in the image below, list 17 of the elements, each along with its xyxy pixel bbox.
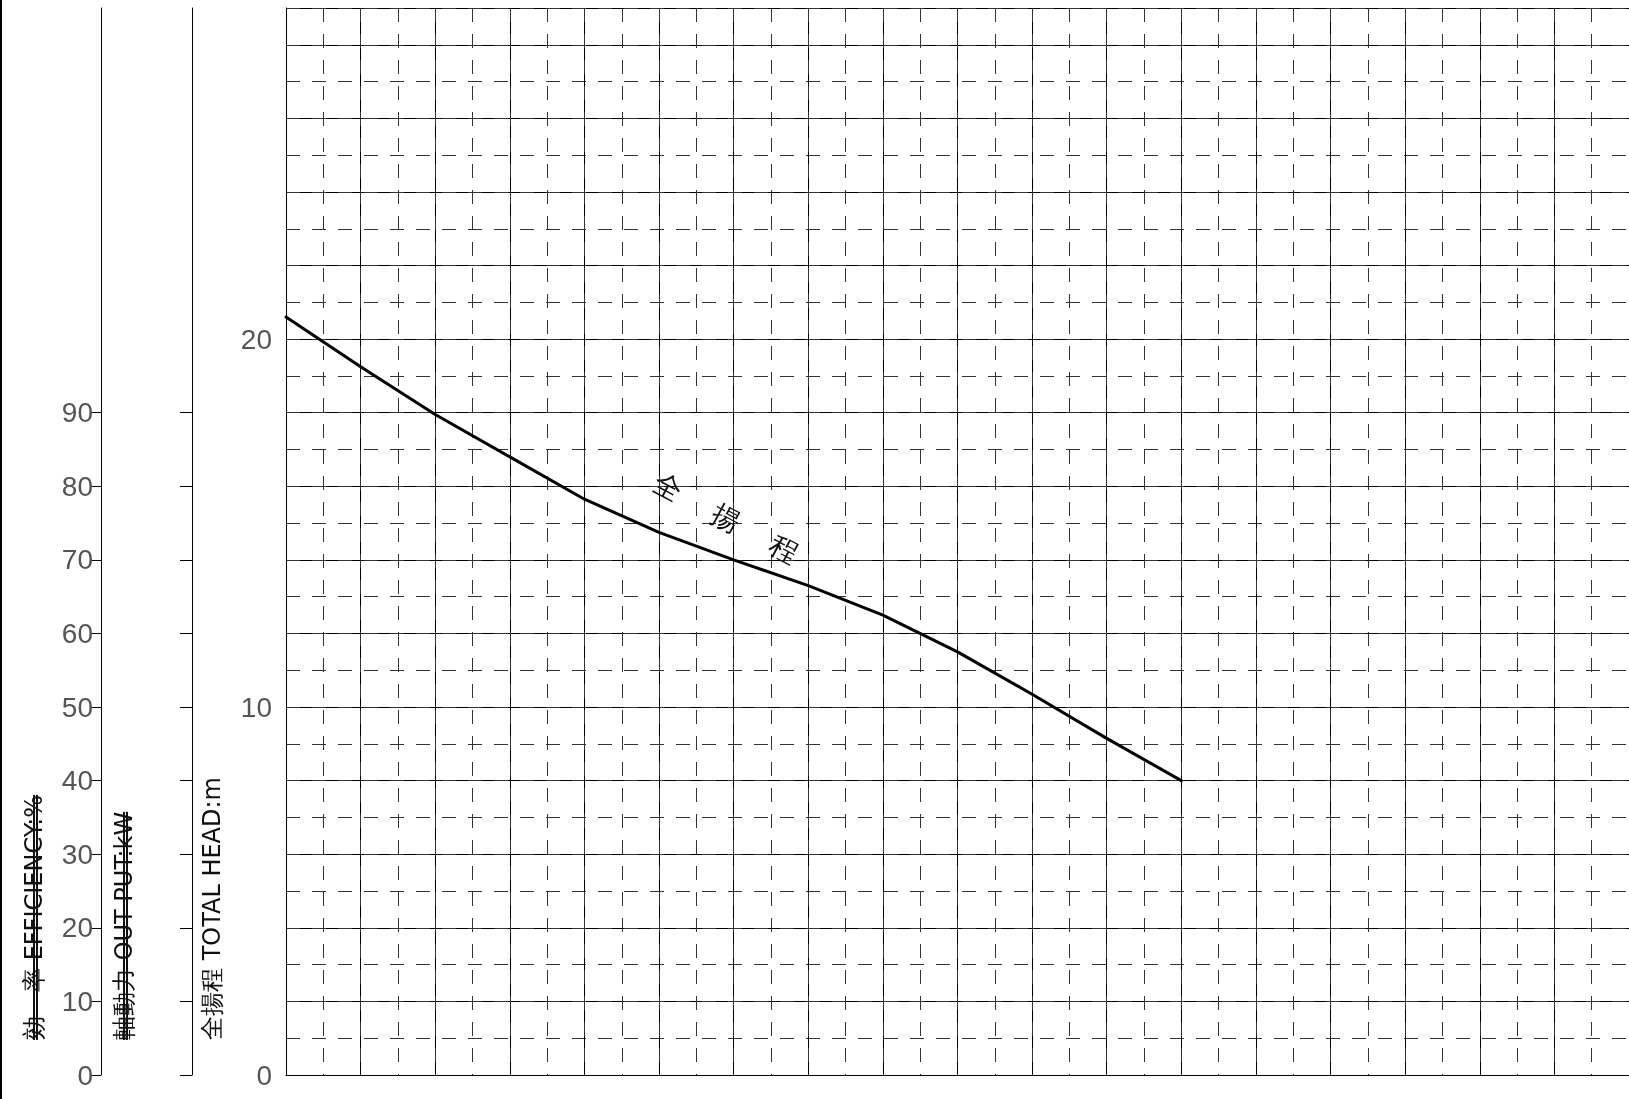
y2-tick-label: 50 bbox=[61, 691, 93, 723]
y2-tick-label: 90 bbox=[61, 397, 93, 429]
y-tick-label: 0 bbox=[256, 1059, 272, 1091]
text: 軸動力 OUT PUT:kW bbox=[109, 811, 139, 1040]
y2-tick-label: 60 bbox=[61, 617, 93, 649]
y-tick-label: 20 bbox=[240, 323, 272, 355]
y2-tick-label: 40 bbox=[61, 765, 93, 797]
y2-tick-label: 0 bbox=[77, 1059, 93, 1091]
annotation: 全揚程 bbox=[646, 465, 839, 591]
y-axis-title: 全揚程 TOTAL HEAD:m bbox=[197, 777, 227, 1040]
y2-tick-label: 70 bbox=[61, 544, 93, 576]
y2-tick-label: 80 bbox=[61, 470, 93, 502]
y2-tick-label: 30 bbox=[61, 838, 93, 870]
y2-tick-label: 10 bbox=[61, 985, 93, 1017]
y2-tick-label: 20 bbox=[61, 912, 93, 944]
y-tick-label: 10 bbox=[240, 691, 272, 723]
y2-axis-title: 効 率 EFFICIENCY:% bbox=[19, 794, 49, 1040]
